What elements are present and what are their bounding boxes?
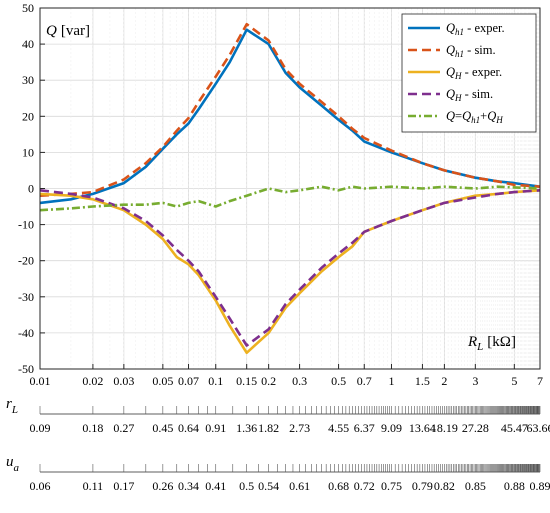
secondary-axis-tick-label: 0.75 [381,479,402,493]
x-axis-label: RL [kΩ] [467,334,516,353]
y-axis-label: Q [var] [46,23,90,39]
y-tick-label: 20 [22,109,34,123]
x-tick-label: 0.07 [178,374,199,388]
secondary-axis-tick-label: 0.45 [152,421,173,435]
secondary-axis-label: rL [6,396,18,416]
secondary-axis-tick-label: 6.37 [354,421,375,435]
x-tick-label: 0.5 [331,374,346,388]
secondary-axis-tick-label: 0.54 [258,479,279,493]
secondary-axis-tick-label: 0.61 [289,479,310,493]
series-q_sum [39,185,541,212]
secondary-axis-tick-label: 4.55 [328,421,349,435]
secondary-axis-tick-label: 0.09 [30,421,51,435]
x-tick-label: 0.03 [113,374,134,388]
secondary-axis-tick-label: 0.41 [205,479,226,493]
x-tick-label: 1 [388,374,394,388]
y-tick-label: -20 [18,254,34,268]
secondary-axis-tick-label: 0.85 [465,479,486,493]
secondary-axis-label: ua [6,454,20,474]
secondary-axis-tick-label: 0.89 [530,479,550,493]
legend-label-qH_exp: QH - exper. [446,65,502,81]
x-tick-label: 5 [511,374,517,388]
secondary-axis-tick-label: 45.47 [501,421,528,435]
x-tick-label: 0.1 [208,374,223,388]
x-tick-label: 1.5 [415,374,430,388]
x-tick-label: 7 [537,374,543,388]
legend: Qh1 - exper. Qh1 - sim. QH - exper. QH - si… [401,13,537,133]
x-axis-ticks: 0.01 0.02 0.03 0.05 0.07 0.1 0.15 0.2 0.3 0.5 0.7 1… [30,364,543,388]
legend-label-q_sum: Q=Qh1+QH [446,109,503,125]
x-tick-label: 0.7 [357,374,372,388]
secondary-axis-tick-label: 0.68 [328,479,349,493]
x-tick-label: 0.3 [292,374,307,388]
secondary-axis-tick-label: 0.82 [434,479,455,493]
secondary-axis-tick-label: 2.73 [289,421,310,435]
x-tick-label: 0.01 [30,374,51,388]
secondary-axis-tick-label: 0.18 [82,421,103,435]
secondary-axis-tick-label: 1.82 [258,421,279,435]
secondary-axis-tick-label: 1.36 [236,421,257,435]
legend-label-qh1_exp: Qh1 - exper. [446,21,505,37]
secondary-axis-tick-label: 0.27 [113,421,134,435]
secondary-axis-tick-label: 0.34 [178,479,199,493]
x-tick-label: 3 [472,374,478,388]
secondary-axis-tick-label: 0.64 [178,421,199,435]
series-qH_sim [39,189,541,347]
secondary-axis-tick-label: 0.72 [354,479,375,493]
secondary-axis-tick-label: 27.28 [462,421,489,435]
x-tick-label: 0.2 [261,374,276,388]
secondary-axis-tick-label: 0.11 [83,479,104,493]
secondary-axis-tick-label: 13.64 [409,421,436,435]
legend-label-qH_sim: QH - sim. [446,87,493,103]
secondary-axis-tick-label: 0.88 [504,479,525,493]
y-tick-label: 50 [22,1,34,15]
secondary-axis-tick-label: 0.06 [30,479,51,493]
y-tick-label: -10 [18,218,34,232]
secondary-axis-tick-label: 0.26 [152,479,173,493]
x-tick-label: 0.02 [82,374,103,388]
y-axis-ticks: -50 -40 -30 -20 -10 0 10 20 30 40 50 [18,1,45,376]
secondary-axis-tick-label: 18.19 [431,421,458,435]
y-tick-label: -40 [18,326,34,340]
y-tick-label: 0 [28,182,34,196]
y-tick-label: 30 [22,73,34,87]
secondary-axis-tick-label: 0.5 [239,479,254,493]
y-tick-label: -30 [18,290,34,304]
series-lines [39,22,541,355]
legend-label-qh1_sim: Qh1 - sim. [446,43,496,59]
secondary-axis-tick-label: 9.09 [381,421,402,435]
y-tick-label: 40 [22,37,34,51]
x-tick-label: 2 [441,374,447,388]
x-tick-label: 0.15 [236,374,257,388]
secondary-axis-tick-label: 0.17 [113,479,134,493]
secondary-axis-tick-label: 0.91 [205,421,226,435]
y-tick-label: -50 [18,362,34,376]
secondary-axes: 0.09 0.18 0.27 0.45 0.64 0.91 1.36 1.82 2.73 4.55… [6,396,550,493]
secondary-axis-tick-label: 0.79 [412,479,433,493]
secondary-axis-tick-label: 63.66 [527,421,550,435]
x-tick-label: 0.05 [152,374,173,388]
y-tick-label: 10 [22,145,34,159]
series-qh1_sim [39,22,541,197]
